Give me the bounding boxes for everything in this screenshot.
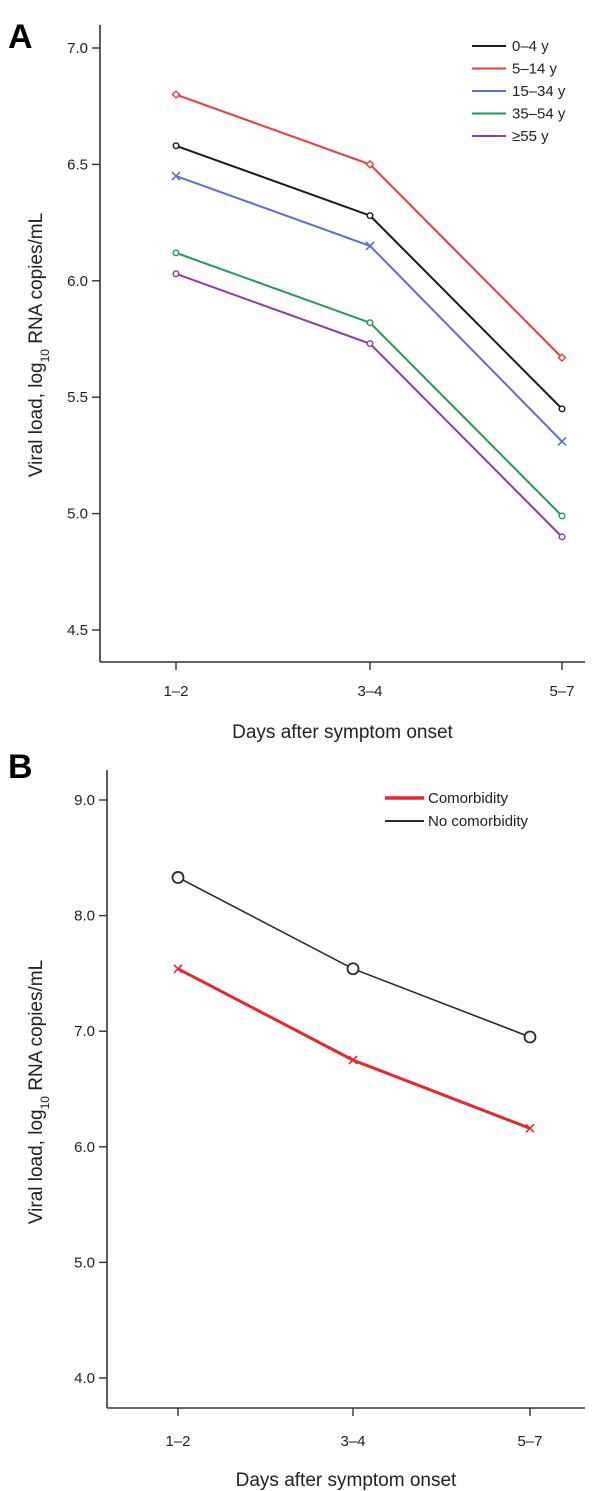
panel-a-data-point — [365, 159, 375, 169]
panel-a-y-tick-label: 5.5 — [67, 389, 88, 406]
panel-b-y-tick-label: 4.0 — [74, 1370, 95, 1387]
panel-a-data-point — [558, 405, 566, 413]
panel-a-data-point — [171, 171, 181, 181]
panel-a-legend-label: 35–54 y — [512, 106, 566, 123]
panel-b-y-axis-title-post: RNA copies/mL — [26, 960, 47, 1096]
panel-b-y-tick-label: 9.0 — [74, 792, 95, 809]
panel-a-data-point — [366, 340, 374, 348]
panel-a-y-tick-label: 6.0 — [67, 273, 88, 290]
panel-a-series-line-1 — [175, 144, 563, 410]
panel-b-y-axis-title-pre: Viral load, log — [26, 1109, 47, 1224]
panel-a-x-axis-title: Days after symptom onset — [232, 722, 453, 743]
panel-a-y-axis-title-sub: 10 — [38, 349, 52, 363]
panel-a-series-line-4 — [175, 251, 563, 517]
panel-a: A 4.5 5.0 5.5 6.0 6.5 7.0 1–2 3–4 5–7 Days after s… — [8, 18, 585, 743]
panel-a-y-tick-label: 5.0 — [67, 506, 88, 523]
panel-b-data-point — [171, 871, 185, 884]
panel-b-y-tick-label: 6.0 — [74, 1139, 95, 1156]
panel-a-legend-label: 5–14 y — [512, 61, 558, 78]
panel-a-series-line-2 — [175, 93, 563, 359]
panel-b-x-tick-label: 3–4 — [340, 1433, 365, 1450]
panel-b-y-tick-label: 5.0 — [74, 1254, 95, 1271]
panel-a-data-point — [366, 212, 374, 220]
panel-b-x-tick-label: 1–2 — [165, 1433, 190, 1450]
panel-b-y-tick-label: 7.0 — [74, 1023, 95, 1040]
panel-a-legend-label: 15–34 y — [512, 83, 566, 100]
panel-a-data-point — [172, 142, 180, 150]
panel-a-y-axis-title-pre: Viral load, log — [26, 362, 47, 477]
panel-b-y-axis-title-sub: 10 — [38, 1096, 52, 1110]
panel-b-letter: B — [8, 748, 33, 786]
panel-a-series-line-5 — [175, 272, 563, 538]
panel-a-x-tick-label: 1–2 — [163, 683, 188, 700]
panel-a-data-point — [557, 353, 567, 363]
panel-b-legend-label: Comorbidity — [428, 790, 509, 807]
panel-a-data-point — [558, 533, 566, 541]
panel-a-y-axis-title: Viral load, log10 RNA copies/mL — [26, 213, 52, 477]
panel-b-data-point — [523, 1030, 537, 1044]
panel-b-data-point — [346, 962, 360, 976]
panel-a-data-point — [366, 319, 374, 327]
panel-a-data-point — [365, 241, 375, 251]
panel-a-data-point — [558, 512, 566, 520]
panel-b-y-axis-title: Viral load, log10 RNA copies/mL — [26, 960, 52, 1224]
panel-a-legend-label: ≥55 y — [512, 128, 549, 145]
panel-a-legend-label: 0–4 y — [512, 38, 549, 55]
panel-a-data-point — [172, 249, 180, 257]
panel-b: B 4.0 5.0 6.0 7.0 8.0 9.0 1–2 3–4 5–7 Days after s… — [8, 748, 585, 1491]
panel-b-data-point — [348, 1055, 358, 1065]
panel-b-data-point — [525, 1123, 535, 1133]
panel-a-data-point — [171, 90, 181, 100]
panel-a-data-point — [172, 270, 180, 278]
panel-a-y-tick-label: 4.5 — [67, 622, 88, 639]
panel-a-letter: A — [8, 18, 33, 56]
panel-a-x-tick-label: 5–7 — [549, 683, 574, 700]
panel-b-x-tick-label: 5–7 — [517, 1433, 542, 1450]
panel-b-x-axis-title: Days after symptom onset — [236, 1470, 457, 1491]
panel-b-series-line-2 — [177, 876, 531, 1038]
panel-a-y-axis-title-post: RNA copies/mL — [26, 213, 47, 349]
panel-a-y-tick-label: 7.0 — [67, 40, 88, 57]
panel-a-y-tick-label: 6.5 — [67, 156, 88, 173]
panel-b-series-line-1 — [177, 967, 531, 1130]
panel-b-data-point — [173, 964, 183, 974]
panel-a-data-point — [557, 436, 567, 446]
panel-b-legend-label: No comorbidity — [428, 813, 529, 830]
panel-b-y-tick-label: 8.0 — [74, 908, 95, 925]
panel-a-x-tick-label: 3–4 — [357, 683, 382, 700]
